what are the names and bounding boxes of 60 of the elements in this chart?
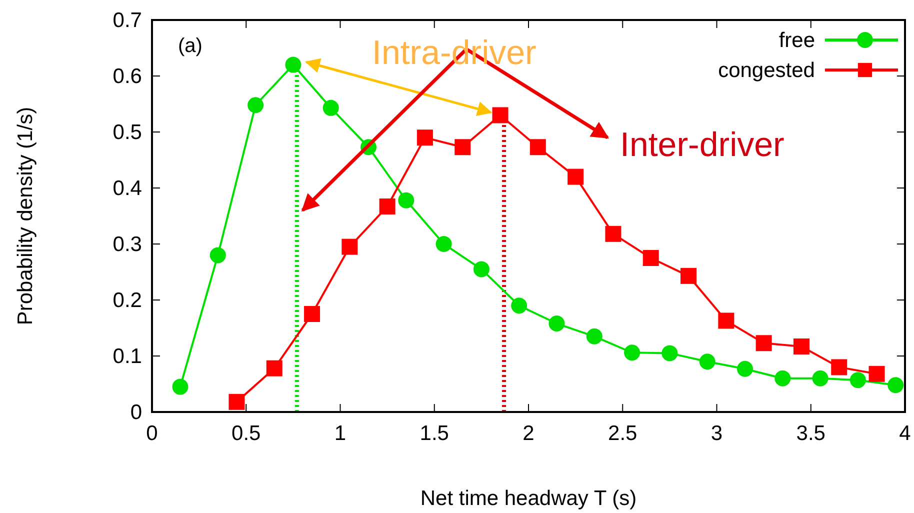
point (398, 192, 414, 208)
point (642, 250, 659, 266)
x-tick-label: 3.5 (796, 422, 826, 445)
x-tick-label: 0.5 (232, 422, 261, 445)
point (662, 345, 678, 362)
point (850, 372, 866, 388)
y-tick-label: 0.7 (112, 9, 142, 32)
point (473, 261, 490, 278)
point (718, 312, 734, 329)
legend-label: free (778, 29, 815, 52)
point (342, 238, 358, 255)
y-tick-label: 0 (130, 401, 142, 424)
y-tick-label: 0.3 (112, 233, 142, 256)
point (568, 168, 584, 185)
legend-label: congested (718, 59, 815, 82)
y-tick-label: 0.2 (112, 289, 142, 312)
y-axis-title: Probability density (1/s) (14, 106, 37, 326)
x-tick-label: 4 (899, 422, 912, 445)
point (548, 316, 565, 332)
point (285, 56, 302, 73)
point (868, 366, 885, 382)
point (454, 139, 471, 156)
point (492, 107, 508, 124)
x-tick-label: 1.5 (420, 422, 449, 445)
point (248, 97, 264, 114)
point (812, 370, 828, 386)
y-tick-label: 0.4 (112, 177, 142, 200)
point (266, 360, 282, 376)
x-tick-label: 0 (146, 422, 158, 445)
point (774, 370, 791, 386)
point (680, 268, 697, 284)
point (210, 247, 226, 264)
y-tick-label: 0.6 (112, 65, 142, 88)
annotation: Inter-driver (620, 126, 784, 164)
annotation: (a) (178, 35, 202, 57)
point (586, 328, 602, 344)
point (699, 354, 716, 370)
point (888, 377, 904, 394)
point (379, 198, 396, 214)
point (736, 360, 753, 377)
x-tick-label: 2 (522, 422, 534, 445)
point (530, 139, 546, 156)
point (172, 378, 188, 395)
point (228, 394, 245, 410)
x-tick-label: 3 (710, 422, 723, 445)
x-tick-label: 1 (334, 422, 346, 445)
point (511, 298, 528, 314)
point (756, 335, 772, 352)
point (624, 344, 640, 361)
y-tick-label: 0.1 (112, 345, 142, 368)
point (322, 100, 339, 116)
point (436, 236, 452, 252)
point (605, 226, 622, 242)
point (793, 338, 810, 354)
point (416, 130, 433, 146)
point (831, 359, 848, 376)
x-axis-title: Net time headway T (s) (420, 487, 637, 510)
x-tick-label: 2.5 (608, 422, 638, 445)
point (304, 306, 320, 322)
y-tick-label: 0.5 (112, 121, 142, 144)
